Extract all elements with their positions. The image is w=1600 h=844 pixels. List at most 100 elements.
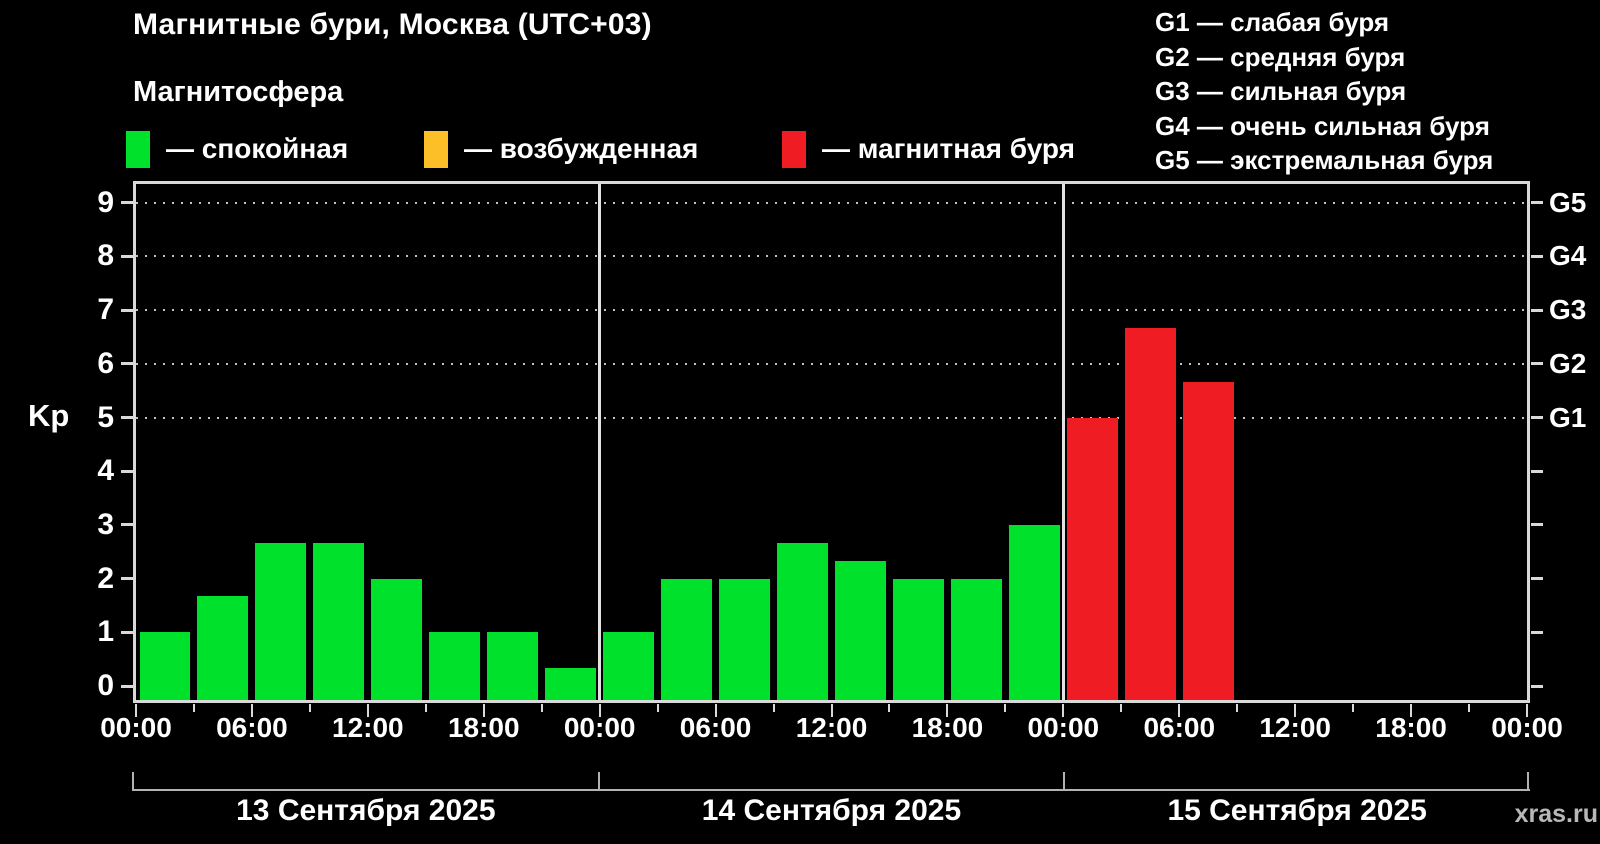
kp-bar bbox=[719, 578, 771, 700]
kp-axis-title: Kp bbox=[28, 398, 70, 433]
x-axis-label: 12:00 bbox=[332, 712, 404, 743]
legend-item-label: — возбужденная bbox=[464, 133, 699, 164]
y-axis-tick bbox=[121, 416, 133, 419]
legend-item-excited: — возбужденная bbox=[424, 130, 698, 168]
kp-bar bbox=[255, 542, 307, 700]
x-axis-label: 00:00 bbox=[100, 712, 172, 743]
g-legend-line-g5: G5 — экстремальная буря bbox=[1155, 145, 1494, 175]
right-axis-tick bbox=[1531, 254, 1543, 258]
y-axis-tick bbox=[121, 362, 133, 366]
date-label: 13 Сентября 2025 bbox=[236, 794, 496, 827]
day-separator bbox=[598, 184, 602, 700]
x-axis-tick bbox=[1178, 704, 1181, 717]
x-axis-tick bbox=[1468, 704, 1471, 712]
x-axis-tick bbox=[366, 704, 369, 717]
right-axis-label: G3 bbox=[1549, 294, 1587, 326]
storm-color-swatch bbox=[782, 130, 806, 168]
x-axis-tick bbox=[424, 704, 427, 712]
x-axis-tick bbox=[598, 704, 601, 717]
x-axis-label: 06:00 bbox=[679, 712, 752, 743]
y-axis-tick bbox=[121, 254, 133, 258]
gridline-kp8 bbox=[136, 255, 1527, 258]
right-axis-tick bbox=[1531, 630, 1543, 634]
excited-color-swatch bbox=[424, 130, 448, 168]
x-axis-tick bbox=[192, 704, 195, 712]
x-axis-tick bbox=[888, 704, 891, 712]
gridline-kp5 bbox=[136, 416, 1527, 419]
y-axis-label: 1 bbox=[97, 615, 114, 649]
right-axis-label: G5 bbox=[1549, 186, 1587, 218]
g-legend-line-g2: G2 — средняя буря bbox=[1155, 41, 1406, 72]
kp-bar bbox=[1124, 327, 1176, 700]
x-axis-tick bbox=[1352, 704, 1355, 712]
y-axis-label: 6 bbox=[97, 346, 114, 380]
y-axis-tick bbox=[121, 523, 133, 527]
kp-bar bbox=[197, 596, 249, 700]
x-axis-label: 18:00 bbox=[911, 712, 984, 743]
y-axis-label: 2 bbox=[97, 561, 114, 595]
right-axis-tick bbox=[1531, 523, 1543, 527]
y-axis-label: 4 bbox=[97, 454, 114, 488]
x-axis-tick bbox=[250, 704, 253, 717]
quiet-color-swatch bbox=[126, 130, 150, 168]
legend-item-label: — спокойная bbox=[166, 133, 349, 164]
x-axis-label: 00:00 bbox=[1491, 712, 1563, 743]
x-axis-tick bbox=[1120, 704, 1123, 712]
y-axis-tick bbox=[121, 630, 133, 634]
kp-bar bbox=[603, 632, 655, 700]
right-axis-tick bbox=[1531, 684, 1543, 688]
g-scale-legend: G1 — слабая буря G2 — средняя буря G3 — … bbox=[1155, 5, 1493, 178]
right-axis-tick bbox=[1531, 469, 1543, 473]
x-axis-tick bbox=[482, 704, 485, 717]
x-axis-label: 06:00 bbox=[216, 712, 288, 743]
kp-bar bbox=[1066, 417, 1118, 700]
date-label: 14 Сентября 2025 bbox=[701, 794, 962, 827]
x-axis-tick bbox=[714, 704, 717, 717]
x-axis-tick bbox=[1236, 704, 1239, 712]
y-axis-label: 8 bbox=[97, 239, 114, 273]
y-axis-label: 7 bbox=[97, 293, 114, 327]
y-axis-tick bbox=[121, 201, 133, 205]
x-axis-label: 00:00 bbox=[563, 712, 636, 743]
right-axis-label: G1 bbox=[1549, 401, 1587, 433]
right-axis-label: G4 bbox=[1549, 240, 1587, 272]
kp-bar bbox=[313, 542, 365, 700]
x-axis-tick bbox=[1410, 704, 1413, 717]
y-axis-label: 0 bbox=[97, 669, 114, 702]
y-axis-label: 9 bbox=[97, 185, 114, 219]
plot-area bbox=[133, 181, 1530, 703]
x-axis-tick bbox=[1004, 704, 1007, 712]
x-axis-label: 12:00 bbox=[795, 712, 868, 743]
kp-bar bbox=[950, 578, 1002, 700]
magnetosphere-legend-heading: Магнитосфера bbox=[133, 76, 344, 108]
gridline-kp9 bbox=[136, 201, 1527, 204]
legend-item-label: — магнитная буря bbox=[822, 133, 1075, 164]
kp-bar bbox=[139, 632, 191, 700]
kp-bar bbox=[1008, 524, 1060, 700]
legend-item-storm: — магнитная буря bbox=[782, 130, 1075, 168]
x-axis-label: 18:00 bbox=[1375, 712, 1447, 743]
y-axis-tick bbox=[121, 684, 133, 688]
date-bracket bbox=[133, 789, 1530, 791]
kp-bar bbox=[1182, 381, 1234, 700]
kp-bar bbox=[835, 560, 886, 700]
y-axis-tick bbox=[121, 308, 133, 312]
right-axis-tick bbox=[1531, 308, 1543, 312]
gridline-kp6 bbox=[136, 362, 1527, 365]
watermark: xras.ru bbox=[1514, 800, 1598, 828]
x-axis-label: 18:00 bbox=[447, 712, 520, 743]
x-axis-tick bbox=[946, 704, 949, 717]
day-separator bbox=[1061, 184, 1065, 700]
kp-bar bbox=[545, 668, 597, 700]
y-axis-tick bbox=[121, 577, 133, 581]
x-axis-tick bbox=[308, 704, 311, 712]
kp-bar bbox=[892, 578, 944, 700]
x-axis-tick bbox=[772, 704, 775, 712]
gridline-kp7 bbox=[136, 309, 1527, 312]
x-axis-label: 06:00 bbox=[1143, 712, 1216, 743]
right-axis-tick bbox=[1531, 416, 1543, 419]
g-legend-line-g3: G3 — сильная буря bbox=[1155, 76, 1407, 106]
right-axis-label: G2 bbox=[1549, 347, 1587, 379]
legend-item-quiet: — спокойная bbox=[126, 130, 348, 168]
